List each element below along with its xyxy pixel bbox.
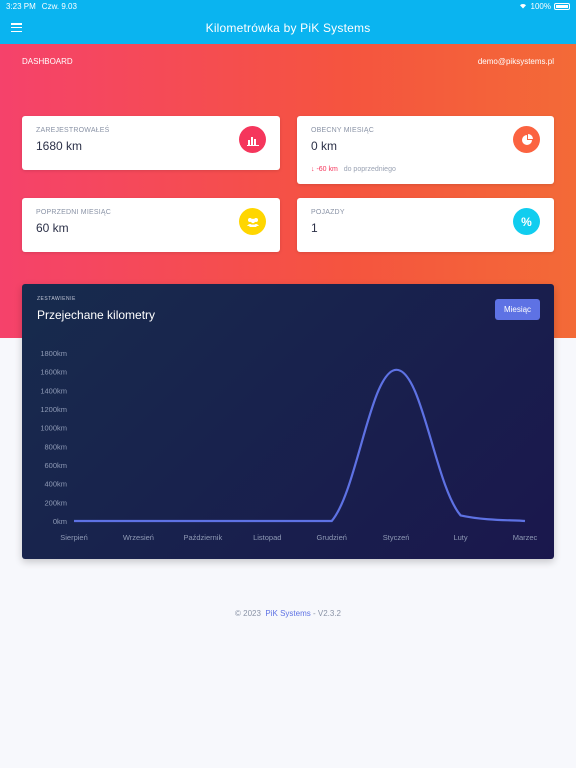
stat-value: 60 km <box>36 221 69 235</box>
arrow-down-icon: ↓ <box>311 166 315 173</box>
stat-label: POPRZEDNI MIESIĄC <box>36 209 111 216</box>
y-tick-label: 600km <box>44 461 67 470</box>
status-bar: 3:23 PM Czw. 9.03 100% <box>0 0 576 12</box>
y-tick-label: 1400km <box>40 386 67 395</box>
percent-icon: % <box>513 208 540 235</box>
wifi-icon <box>518 1 528 11</box>
stat-label: ZAREJESTROWAŁEŚ <box>36 127 110 134</box>
stat-value: 0 km <box>311 139 338 153</box>
copyright: © 2023 <box>235 609 261 618</box>
battery-icon <box>554 2 570 10</box>
y-tick-label: 1200km <box>40 405 67 414</box>
x-tick-label: Sierpień <box>60 533 88 542</box>
y-tick-label: 1800km <box>40 349 67 358</box>
navbar: Kilometrówka by PiK Systems <box>0 12 576 44</box>
delta-info: ↓ -60 km do poprzedniego <box>311 166 396 173</box>
user-email[interactable]: demo@piksystems.pl <box>477 57 554 66</box>
y-tick-label: 800km <box>44 442 67 451</box>
status-right: 100% <box>518 1 570 11</box>
section-title: DASHBOARD <box>22 57 73 66</box>
delta-note: do poprzedniego <box>343 166 396 173</box>
x-tick-label: Październik <box>183 533 222 542</box>
battery-percent: 100% <box>530 1 551 11</box>
stat-label: POJAZDY <box>311 209 345 216</box>
stat-card-vehicles: POJAZDY 1 % <box>297 198 554 252</box>
chart-tag: ZESTAWIENIE <box>37 296 76 302</box>
chart-card: ZESTAWIENIE Przejechane kilometry Miesią… <box>22 284 554 559</box>
delta-value: -60 km <box>316 166 338 173</box>
month-button[interactable]: Miesiąc <box>495 299 540 320</box>
footer: © 2023 PiK Systems - V2.3.2 <box>0 609 576 618</box>
stat-value: 1 <box>311 221 318 235</box>
stat-card-registered: ZAREJESTROWAŁEŚ 1680 km <box>22 116 280 170</box>
y-tick-label: 1000km <box>40 424 67 433</box>
version: - V2.3.2 <box>312 609 341 618</box>
status-date: Czw. 9.03 <box>41 1 77 11</box>
pie-chart-icon <box>513 126 540 153</box>
stat-value: 1680 km <box>36 139 83 153</box>
stat-card-previous-month: POPRZEDNI MIESIĄC 60 km <box>22 198 280 252</box>
y-tick-label: 200km <box>44 498 67 507</box>
y-tick-label: 1600km <box>40 368 67 377</box>
x-tick-label: Luty <box>453 533 467 542</box>
users-icon <box>239 208 266 235</box>
y-tick-label: 0km <box>53 517 67 526</box>
menu-icon[interactable] <box>11 23 22 32</box>
y-tick-label: 400km <box>44 480 67 489</box>
x-tick-label: Marzec <box>513 533 538 542</box>
line-chart: 0km 200km 400km 600km 800km 1000km 1200km 1400k… <box>40 349 538 542</box>
x-tick-label: Wrzesień <box>123 533 154 542</box>
x-tick-label: Listopad <box>253 533 281 542</box>
stat-label: OBECNY MIESIĄC <box>311 127 374 134</box>
x-tick-label: Grudzień <box>316 533 346 542</box>
x-tick-label: Styczeń <box>383 533 410 542</box>
status-time: 3:23 PM <box>6 1 36 11</box>
app-title: Kilometrówka by PiK Systems <box>205 21 371 35</box>
chart-title: Przejechane kilometry <box>37 308 156 322</box>
stat-card-current-month: OBECNY MIESIĄC 0 km ↓ -60 km do poprzedn… <box>297 116 554 184</box>
bar-chart-icon <box>239 126 266 153</box>
series-line <box>74 368 526 523</box>
brand-link[interactable]: PiK Systems <box>265 609 311 618</box>
